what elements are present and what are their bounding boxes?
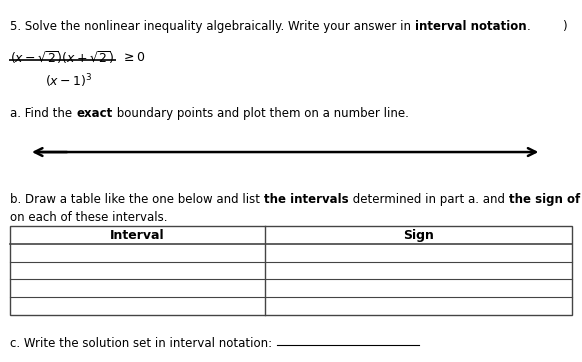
Text: c. Write the solution set in interval notation:: c. Write the solution set in interval no…: [10, 337, 272, 350]
Text: the sign of the function: the sign of the function: [509, 193, 582, 206]
Text: the intervals: the intervals: [264, 193, 349, 206]
Text: $(x-\sqrt{2})(x+\sqrt{2})$: $(x-\sqrt{2})(x+\sqrt{2})$: [10, 49, 115, 66]
Text: $\geq 0$: $\geq 0$: [122, 51, 146, 64]
Text: Interval: Interval: [111, 229, 165, 241]
Bar: [10, 226, 572, 315]
Text: on each of these intervals.: on each of these intervals.: [10, 211, 168, 224]
Text: 5. Solve the nonlinear inequality algebraically. Write your answer in: 5. Solve the nonlinear inequality algebr…: [10, 20, 415, 33]
Text: $(x-1)^3$: $(x-1)^3$: [45, 72, 92, 90]
Text: determined in part a. and: determined in part a. and: [349, 193, 509, 206]
Text: exact: exact: [76, 107, 112, 120]
Text: ): ): [562, 20, 566, 33]
Text: Sign: Sign: [403, 229, 434, 241]
Text: b. Draw a table like the one below and list: b. Draw a table like the one below and l…: [10, 193, 264, 206]
Text: boundary points and plot them on a number line.: boundary points and plot them on a numbe…: [112, 107, 409, 120]
Text: a. Find the: a. Find the: [10, 107, 76, 120]
Text: interval notation: interval notation: [415, 20, 527, 33]
Text: .: .: [527, 20, 531, 33]
